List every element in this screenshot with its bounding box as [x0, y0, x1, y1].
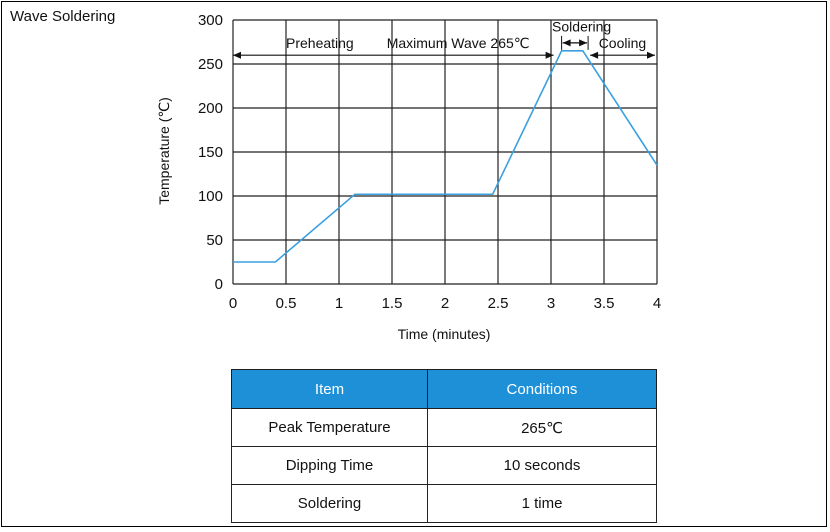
temperature-profile-chart: 0 0.5 1 1.5 2 2.5 3 3.5 4 0 50 100 150 200 250 300 Preh… — [156, 12, 661, 342]
chart-grid — [232, 19, 658, 285]
soldering-arrow-head-right — [579, 39, 588, 47]
chart-annotations: Preheating Maximum Wave 265℃ SolderingCool… — [233, 18, 655, 59]
y-tick-label: 0 — [215, 276, 223, 293]
annotation-soldering: Soldering — [552, 18, 611, 34]
chart-series — [233, 49, 658, 263]
x-tick-label: 3.5 — [594, 295, 615, 312]
table-cell: Dipping Time — [231, 446, 428, 485]
conditions-table: Item Conditions Peak Temperature 265℃ Di… — [231, 369, 657, 523]
y-tick-label: 200 — [198, 100, 223, 117]
table-cell: 1 time — [427, 484, 657, 523]
x-tick-label: 0.5 — [276, 295, 297, 312]
x-tick-label: 4 — [653, 295, 661, 312]
cooling-arrow-head-left — [590, 51, 599, 59]
soldering-arrow-head-left — [562, 39, 571, 47]
cooling-arrow-head-right — [647, 51, 655, 59]
y-tick-label: 300 — [198, 12, 223, 29]
y-axis-label: Temperature (℃) — [156, 97, 172, 205]
table-cell: 10 seconds — [427, 446, 657, 485]
table-header-item: Item — [231, 369, 428, 409]
chart-ticks: 0 0.5 1 1.5 2 2.5 3 3.5 4 0 50 100 150 200 250 300 — [198, 12, 661, 312]
y-tick-label: 250 — [198, 56, 223, 73]
table-header-conditions: Conditions — [427, 369, 657, 409]
x-tick-label: 3 — [547, 295, 555, 312]
x-tick-label: 2 — [441, 295, 449, 312]
x-axis-label: Time (minutes) — [398, 326, 491, 342]
y-tick-label: 150 — [198, 144, 223, 161]
table-cell: Peak Temperature — [231, 408, 428, 447]
table-header-row: Item Conditions — [231, 369, 657, 409]
table-cell: Soldering — [231, 484, 428, 523]
x-tick-label: 1 — [335, 295, 343, 312]
x-tick-label: 1.5 — [382, 295, 403, 312]
table-row: Peak Temperature 265℃ — [231, 408, 657, 447]
preheating-arrow-head-left — [233, 51, 241, 59]
preheating-arrow-head-right — [545, 51, 554, 59]
section-title: Wave Soldering — [10, 8, 116, 25]
table-row: Soldering 1 time — [231, 484, 657, 523]
annotation-preheating: Preheating — [286, 35, 354, 51]
table-cell: 265℃ — [427, 408, 657, 447]
x-tick-label: 0 — [229, 295, 237, 312]
annotation-cooling: Cooling — [599, 35, 646, 51]
y-tick-label: 100 — [198, 188, 223, 205]
annotation-maximum-wave: Maximum Wave 265℃ — [387, 35, 530, 51]
y-tick-label: 50 — [206, 232, 223, 249]
x-tick-label: 2.5 — [488, 295, 509, 312]
profile-line — [233, 49, 658, 263]
table-row: Dipping Time 10 seconds — [231, 446, 657, 485]
